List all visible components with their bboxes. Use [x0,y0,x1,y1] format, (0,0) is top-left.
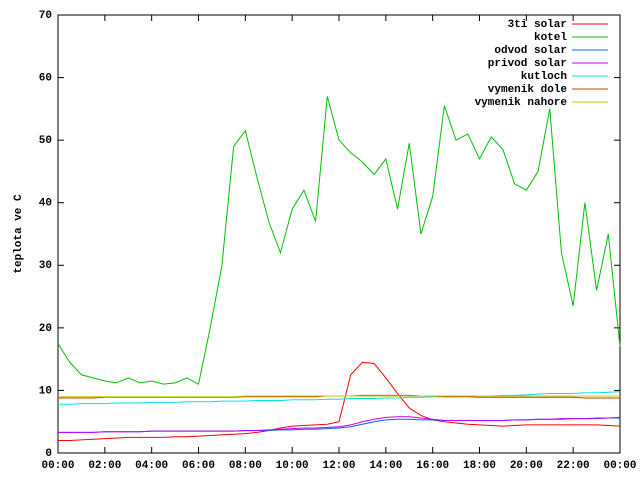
x-tick-label: 10:00 [276,460,309,472]
y-tick-label: 60 [39,72,52,84]
y-tick-label: 50 [39,135,52,147]
series-line [58,416,621,433]
y-tick-label: 30 [39,260,52,272]
x-tick-label: 08:00 [229,460,262,472]
series-line [57,96,621,385]
series-line [58,395,620,398]
y-tick-label: 70 [39,10,52,22]
legend-label: privod solar [488,58,567,70]
legend-label: vymenik nahore [475,97,568,109]
legend-label: vymenik dole [488,84,568,96]
y-tick-label: 20 [39,323,52,335]
x-tick-label: 20:00 [510,460,543,472]
legend-label: kotel [534,32,567,44]
x-tick-label: 00:00 [603,460,636,472]
y-tick-label: 40 [39,198,52,210]
legend-label: odvod solar [494,45,567,57]
x-tick-label: 16:00 [416,460,449,472]
y-tick-label: 10 [39,385,52,397]
legend-label: 3ti solar [508,19,567,31]
x-tick-label: 14:00 [369,460,402,472]
x-tick-label: 04:00 [135,460,168,472]
x-tick-label: 06:00 [182,460,215,472]
x-tick-label: 18:00 [463,460,496,472]
y-axis-label: teplota ve C [13,194,25,274]
legend-label: kutloch [521,71,567,83]
x-tick-label: 02:00 [88,460,121,472]
x-tick-label: 22:00 [557,460,590,472]
x-tick-label: 00:00 [41,460,74,472]
y-tick-label: 0 [45,448,52,460]
x-tick-label: 12:00 [322,460,355,472]
series-line [58,361,621,441]
series-line [58,391,621,405]
